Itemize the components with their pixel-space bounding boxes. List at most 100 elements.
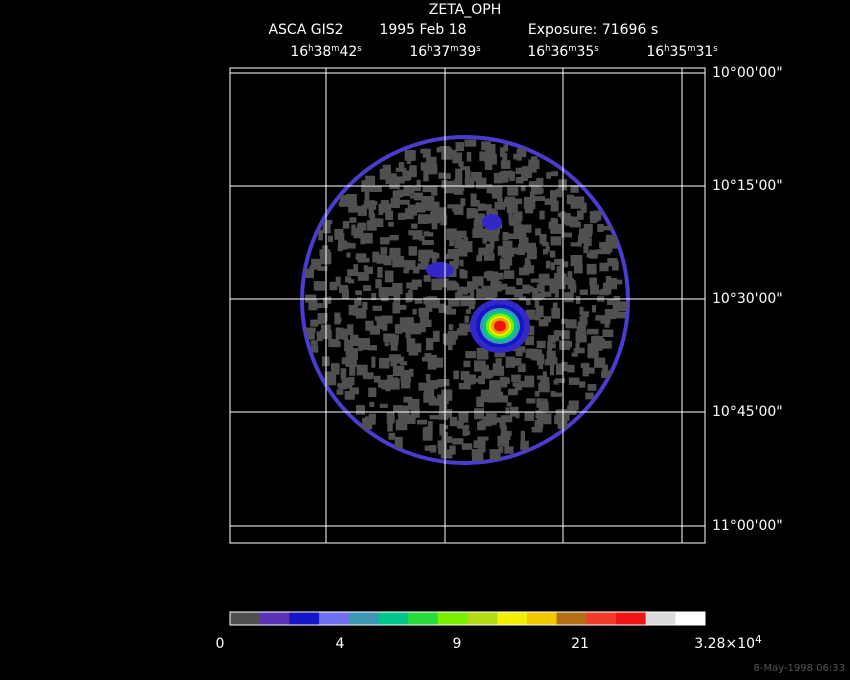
background-patch: [526, 247, 537, 260]
background-patch: [544, 278, 557, 283]
background-patch: [322, 297, 328, 309]
background-patch: [369, 401, 375, 407]
ra-label-part: 16: [290, 44, 308, 60]
background-patch: [364, 189, 370, 201]
background-patch: [561, 232, 572, 238]
background-patch: [463, 374, 474, 385]
background-patch: [561, 318, 568, 324]
background-patch: [525, 309, 536, 320]
background-patch: [305, 268, 315, 279]
background-patch: [495, 358, 502, 370]
background-patch: [492, 365, 505, 376]
background-patch: [408, 230, 420, 236]
background-patch: [607, 299, 615, 306]
background-patch: [395, 419, 408, 431]
background-patch: [393, 356, 404, 364]
background-patch: [546, 172, 551, 179]
background-patch: [477, 436, 489, 441]
background-patch: [488, 153, 497, 165]
background-patch: [403, 268, 410, 274]
background-patch: [431, 252, 437, 264]
diffuse: [482, 214, 502, 230]
background-patch: [453, 189, 464, 195]
background-patch: [441, 180, 448, 189]
background-patch: [400, 405, 411, 411]
background-patch: [517, 148, 527, 158]
background-patch: [591, 305, 597, 313]
background-patch: [485, 243, 494, 254]
background-patch: [354, 299, 359, 308]
background-patch: [586, 263, 597, 275]
background-patch: [409, 283, 418, 290]
background-patch: [466, 281, 479, 290]
plot-frame: [229, 67, 706, 544]
background-patch: [322, 221, 331, 234]
background-patch: [524, 206, 534, 214]
background-patch: [474, 408, 485, 420]
background-patch: [384, 342, 389, 347]
background-patch: [383, 333, 395, 342]
background-patch: [369, 213, 376, 224]
background-patch: [461, 443, 473, 450]
background-patch: [316, 331, 323, 342]
background-patch: [577, 210, 584, 220]
background-patch: [414, 298, 423, 304]
ra-label: 16h36m35s: [527, 43, 598, 61]
background-patch: [575, 334, 582, 340]
background-patch: [602, 340, 612, 349]
background-patch: [349, 365, 356, 376]
background-patch: [520, 430, 525, 442]
background-patch: [549, 281, 559, 294]
background-patch: [551, 307, 561, 319]
background-patch: [425, 300, 433, 312]
background-patch: [602, 282, 608, 292]
background-patch: [536, 340, 546, 349]
background-patch: [483, 204, 492, 210]
background-patch: [604, 321, 610, 328]
background-patch: [445, 253, 455, 260]
background-patch: [380, 289, 389, 302]
ra-label-part: s: [476, 43, 480, 53]
background-patch: [398, 162, 405, 169]
background-patch: [344, 276, 352, 283]
background-patch: [497, 435, 510, 447]
background-patch: [494, 352, 506, 358]
background-patch: [485, 289, 496, 299]
background-patch: [421, 196, 431, 204]
background-patch: [475, 219, 482, 231]
background-patch: [490, 279, 497, 288]
colorbar-label: 3.28×104: [694, 634, 762, 652]
background-patch: [439, 401, 448, 413]
background-patch: [605, 276, 612, 288]
background-patch: [431, 219, 438, 230]
background-patch: [617, 301, 628, 312]
background-patch: [408, 154, 415, 161]
background-patch: [499, 258, 507, 270]
background-patch: [483, 153, 490, 163]
background-patch: [410, 323, 422, 335]
background-patch: [389, 179, 400, 190]
background-patch: [338, 233, 345, 243]
background-patch: [522, 284, 531, 294]
background-patch: [546, 350, 556, 363]
background-patch: [499, 395, 508, 403]
background-patch: [389, 247, 401, 260]
background-patch: [558, 223, 565, 235]
background-patch: [486, 208, 497, 219]
background-patch: [476, 288, 488, 298]
background-patch: [526, 286, 534, 292]
background-patch: [569, 221, 581, 228]
background-patch: [528, 182, 540, 187]
background-patch: [501, 430, 512, 436]
background-patch: [544, 413, 552, 425]
background-patch: [579, 315, 588, 325]
background-patch: [531, 426, 543, 433]
background-patch: [605, 234, 616, 245]
background-patch: [521, 363, 526, 370]
background-patch: [371, 292, 377, 301]
background-patch: [407, 398, 420, 411]
background-patch: [549, 190, 557, 201]
background-patch: [505, 407, 510, 415]
background-patch: [308, 299, 318, 311]
background-patch: [557, 418, 563, 429]
